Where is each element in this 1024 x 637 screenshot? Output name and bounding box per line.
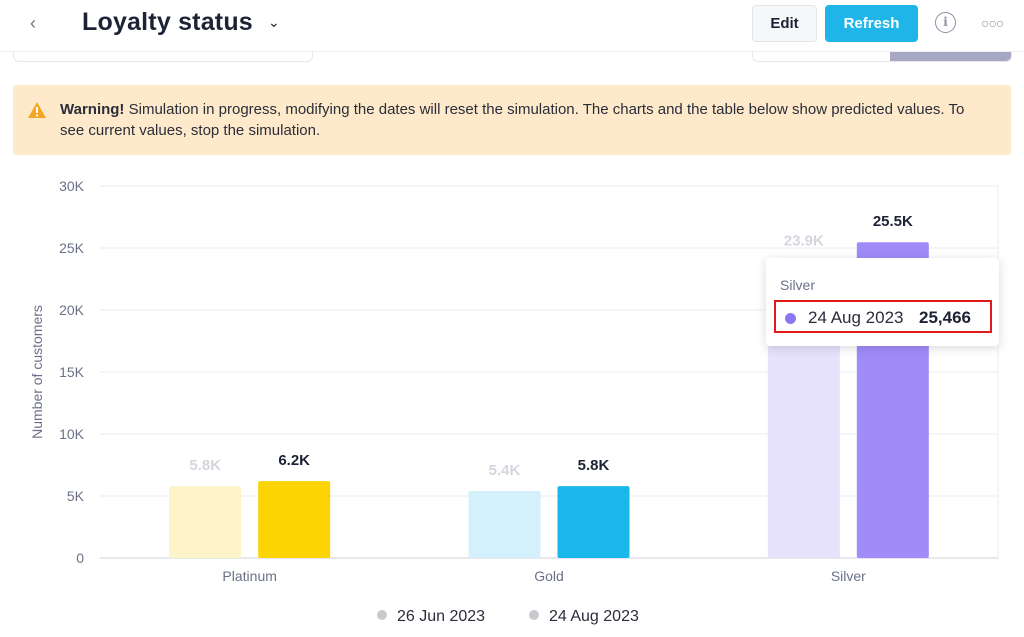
info-icon[interactable]: i bbox=[935, 12, 956, 33]
bar-data-label: 23.9K bbox=[784, 233, 824, 250]
warning-strong: Warning! bbox=[60, 101, 125, 118]
bar-platinum-aug bbox=[258, 481, 331, 558]
tooltip-date: 24 Aug 2023 bbox=[808, 308, 904, 327]
y-tick-label: 20K bbox=[59, 302, 85, 318]
bar-data-label: 5.4K bbox=[489, 462, 521, 479]
warning-message: Simulation in progress, modifying the da… bbox=[60, 101, 965, 139]
legend-item-26-jun-2023[interactable]: 26 Jun 2023 bbox=[377, 608, 485, 630]
date-range-panel bbox=[13, 52, 313, 62]
warning-triangle-icon bbox=[28, 102, 46, 118]
refresh-button[interactable]: Refresh bbox=[825, 5, 918, 42]
tooltip-series-dot bbox=[785, 313, 796, 324]
warning-banner: Warning! Simulation in progress, modifyi… bbox=[13, 85, 1011, 155]
loyalty-bar-chart: 0 5K 10K 15K 20K 25K 30K Number of customers 5.8… bbox=[29, 178, 999, 584]
view-toggle[interactable] bbox=[752, 52, 1012, 62]
warning-text: Warning! Simulation in progress, modifyi… bbox=[60, 99, 990, 141]
x-tick-label: Silver bbox=[831, 568, 866, 584]
y-tick-label: 5K bbox=[67, 488, 85, 504]
chart-tooltip: Silver 24 Aug 2023 25,466 bbox=[766, 258, 999, 346]
tooltip-highlighted-row: 24 Aug 2023 25,466 bbox=[774, 300, 992, 333]
tooltip-value: 25,466 bbox=[919, 308, 971, 327]
legend-dot bbox=[529, 610, 539, 620]
bar-data-label: 5.8K bbox=[189, 457, 221, 474]
legend-dot bbox=[377, 610, 387, 620]
view-toggle-active-segment[interactable] bbox=[890, 52, 1011, 61]
chevron-down-icon[interactable]: ⌄ bbox=[268, 14, 280, 30]
bar-platinum-jun bbox=[169, 486, 242, 558]
y-tick-label: 15K bbox=[59, 364, 85, 380]
bar-data-label: 5.8K bbox=[578, 457, 610, 474]
legend-label: 24 Aug 2023 bbox=[549, 608, 639, 625]
chevron-left-icon[interactable]: ‹ bbox=[30, 13, 36, 33]
tooltip-category: Silver bbox=[780, 277, 816, 293]
y-axis-label: Number of customers bbox=[29, 305, 45, 439]
page-header: ‹ Loyalty status ⌄ Edit Refresh i ○○○ bbox=[0, 0, 1024, 52]
y-tick-label: 30K bbox=[59, 178, 85, 194]
y-tick-label: 0 bbox=[76, 550, 84, 566]
page-title: Loyalty status bbox=[82, 8, 253, 36]
x-tick-label: Gold bbox=[534, 568, 564, 584]
bar-data-label: 6.2K bbox=[278, 452, 310, 469]
more-horizontal-icon[interactable]: ○○○ bbox=[981, 15, 1004, 31]
edit-button[interactable]: Edit bbox=[752, 5, 817, 42]
y-tick-label: 25K bbox=[59, 240, 85, 256]
legend-item-24-aug-2023[interactable]: 24 Aug 2023 bbox=[529, 608, 639, 630]
bar-gold-jun bbox=[468, 491, 541, 558]
y-tick-label: 10K bbox=[59, 426, 85, 442]
x-tick-label: Platinum bbox=[222, 568, 276, 584]
bar-gold-aug bbox=[557, 486, 630, 558]
legend-label: 26 Jun 2023 bbox=[397, 608, 486, 625]
bar-data-label: 25.5K bbox=[873, 213, 913, 230]
